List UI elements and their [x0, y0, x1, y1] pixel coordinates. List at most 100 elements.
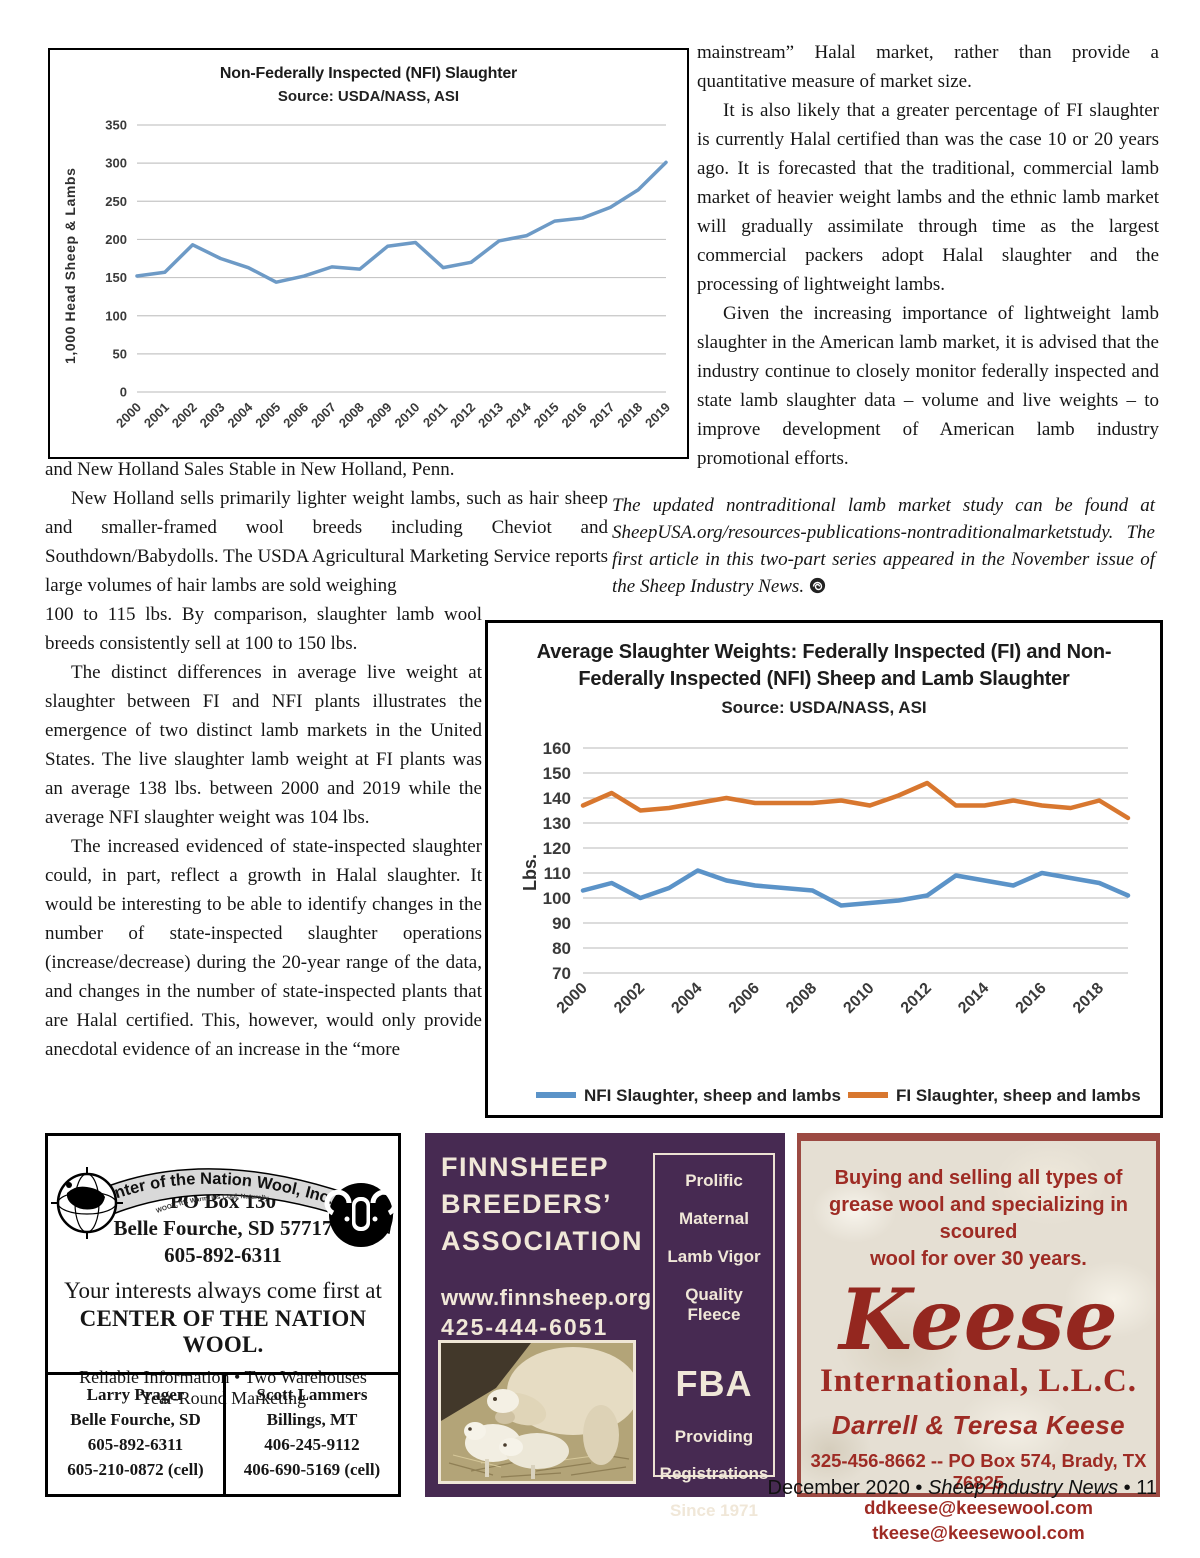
ad-contacts: Larry Prager Belle Fourche, SD 605-892-6… [48, 1372, 398, 1494]
paragraph: The distinct differences in average live… [45, 662, 482, 828]
center-of-nation-banner: Center of the Nation Wool, Inc. WOOL, it… [51, 1167, 397, 1247]
contact-name: Larry Prager [86, 1385, 185, 1404]
owners-names: Darrell & Teresa Keese [831, 1410, 1126, 1440]
svg-text:2017: 2017 [586, 400, 617, 431]
tagline-word: Registrations [659, 1464, 769, 1483]
svg-text:140: 140 [543, 789, 571, 808]
svg-text:2000: 2000 [113, 400, 144, 431]
contact-card: Scott Lammers Billings, MT 406-245-9112 … [223, 1375, 398, 1494]
svg-text:2004: 2004 [668, 980, 705, 1017]
svg-text:130: 130 [543, 814, 571, 833]
chart-title-line2: Federally Inspected (NFI) Sheep and Lamb… [578, 668, 1070, 690]
svg-text:100: 100 [105, 308, 127, 323]
svg-text:2014: 2014 [503, 399, 535, 431]
chart-title: Non-Federally Inspected (NFI) Slaughter [219, 65, 518, 82]
ad-intro: Buying and selling all types of grease w… [801, 1165, 1156, 1273]
ad-tagline: Your interests always come first at [64, 1278, 382, 1303]
svg-text:90: 90 [552, 914, 571, 933]
separator-dot: • [915, 1477, 923, 1499]
tagline-word: Since 1971 [670, 1501, 758, 1520]
slaughter-weights-chart: Average Slaughter Weights: Federally Ins… [485, 620, 1163, 1118]
paragraph: mainstream” Halal market, rather than pr… [697, 42, 1159, 92]
page-number: 11 [1136, 1477, 1157, 1499]
separator-dot: • [1123, 1477, 1131, 1499]
feature: Maternal [679, 1209, 749, 1228]
feature: Quality Fleece [685, 1285, 743, 1324]
chart-plot-area: 70 80 90 100 110 120 130 140 150 160 2000 2002 2004 2… [488, 723, 1154, 1114]
svg-text:2007: 2007 [308, 400, 339, 431]
editors-note: The updated nontraditional lamb market s… [612, 492, 1155, 600]
paragraph: New Holland sells primarily lighter weig… [45, 488, 608, 596]
advertiser-email: ddkeese@keesewool.com [864, 1497, 1093, 1518]
feature: Prolific [685, 1171, 743, 1190]
paragraph: It is also likely that a greater percent… [697, 100, 1159, 295]
svg-text:0: 0 [120, 385, 127, 400]
svg-text:80: 80 [552, 939, 571, 958]
nfi-chart-plot: 0501001502002503003502000200120022003200… [105, 118, 673, 431]
svg-text:2014: 2014 [955, 980, 992, 1017]
svg-text:110: 110 [544, 864, 571, 883]
svg-text:2005: 2005 [252, 400, 283, 431]
svg-text:2008: 2008 [783, 980, 820, 1017]
article-left-column-wide: and New Holland Sales Stable in New Holl… [45, 455, 608, 600]
contact-phone: 605-892-6311 [87, 1435, 184, 1454]
svg-text:120: 120 [543, 839, 571, 858]
svg-text:FI Slaughter, sheep and lambs: FI Slaughter, sheep and lambs [896, 1086, 1141, 1105]
address-line: Belle Fourche, SD 57717 [113, 1216, 333, 1240]
advertiser-subname: International, L.L.C. [819, 1363, 1138, 1399]
intro-line: Buying and selling all types of [834, 1167, 1123, 1189]
svg-text:200: 200 [105, 232, 127, 247]
sheep-and-lambs-photo [438, 1340, 636, 1484]
contact-city: Belle Fourche, SD [70, 1410, 201, 1429]
svg-text:2013: 2013 [475, 400, 506, 431]
intro-line: wool for over 30 years. [870, 1248, 1087, 1270]
paragraph: Given the increasing importance of light… [697, 303, 1159, 469]
svg-text:250: 250 [105, 194, 127, 209]
advertiser-name: Keese [839, 1270, 1118, 1369]
advertiser-name: CENTER OF THE NATION WOOL. [79, 1306, 367, 1357]
article-left-column-narrow: 100 to 115 lbs. By comparison, slaughter… [45, 600, 482, 1064]
globe-logo-icon [51, 1167, 123, 1239]
svg-text:2006: 2006 [726, 980, 763, 1017]
svg-text:2000: 2000 [554, 980, 591, 1017]
svg-text:2016: 2016 [559, 400, 590, 431]
svg-text:300: 300 [105, 156, 127, 171]
svg-text:2011: 2011 [420, 400, 451, 431]
svg-text:2010: 2010 [391, 400, 422, 431]
svg-text:NFI Slaughter, sheep and lambs: NFI Slaughter, sheep and lambs [584, 1086, 841, 1105]
svg-text:2019: 2019 [642, 400, 673, 431]
advertiser-contact: 325-456-8662 -- PO Box 574, Brady, TX 76… [810, 1450, 1147, 1493]
title-line: BREEDERS’ [441, 1189, 613, 1219]
svg-text:2001: 2001 [141, 400, 172, 431]
issue-date: December 2020 [767, 1477, 910, 1499]
advertiser-email: tkeese@keesewool.com [872, 1522, 1085, 1543]
advertiser-phone: 425-444-6051 [441, 1314, 609, 1340]
contact-card: Larry Prager Belle Fourche, SD 605-892-6… [48, 1375, 223, 1494]
advertiser-phone: 605-892-6311 [164, 1243, 282, 1267]
editors-note-text: The updated nontraditional lamb market s… [612, 495, 1155, 597]
svg-text:2012: 2012 [447, 400, 478, 431]
svg-text:2018: 2018 [614, 400, 645, 431]
center-of-nation-wool-ad: Center of the Nation Wool, Inc. WOOL, it… [45, 1133, 401, 1497]
chart-title-line1: Average Slaughter Weights: Federally Ins… [536, 641, 1112, 663]
keese-international-ad: Buying and selling all types of grease w… [797, 1133, 1160, 1543]
association-acronym: FBA [675, 1363, 753, 1404]
title-line: ASSOCIATION [441, 1226, 644, 1256]
svg-text:150: 150 [105, 270, 127, 285]
ad-feature-box: Prolific Maternal Lamb Vigor Quality Fle… [653, 1153, 775, 1520]
intro-line: grease wool and specializing in scoured [829, 1194, 1128, 1243]
svg-text:2010: 2010 [840, 980, 877, 1017]
svg-text:2015: 2015 [531, 400, 562, 431]
svg-text:350: 350 [105, 118, 127, 133]
advertiser-address: PO Box 130 Belle Fourche, SD 57717 605-8… [48, 1188, 398, 1269]
svg-text:2006: 2006 [280, 400, 311, 431]
contact-cell: 605-210-0872 (cell) [67, 1460, 204, 1479]
svg-text:2002: 2002 [611, 980, 648, 1017]
chart-source: Source: USDA/NASS, ASI [721, 698, 927, 717]
svg-text:2004: 2004 [224, 399, 256, 431]
svg-text:2009: 2009 [364, 400, 395, 431]
advertiser-name: FINNSHEEP BREEDERS’ ASSOCIATION [441, 1149, 643, 1260]
svg-text:70: 70 [552, 964, 571, 983]
banner-ribbon [90, 1168, 394, 1235]
